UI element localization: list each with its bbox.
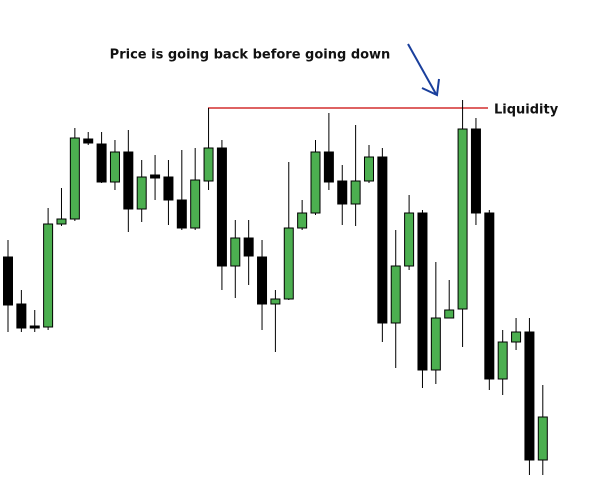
candle-body [230,237,241,267]
candle-body [484,212,495,380]
candle-body [190,179,201,229]
candle-body [323,151,334,183]
candle-body [390,265,401,324]
candle-body [150,174,161,179]
candle-body [203,147,214,182]
candle-body [96,143,107,183]
candle-body [109,151,120,183]
candle-body [257,256,268,305]
candle-body [56,218,67,225]
candle-body [163,176,174,201]
candle-body [297,212,308,229]
candle-body [337,180,348,205]
candle-body [524,331,535,461]
candle-body [350,180,361,205]
candle-body [216,147,227,267]
candle-body [43,223,54,328]
candle-body [29,325,40,329]
candle-body [283,227,294,300]
candle-body [457,128,468,310]
candle-body [537,416,548,461]
candle-body [404,212,415,267]
annotation: Price is going back before going down [110,48,391,63]
arrow [407,43,440,97]
candle-body [497,341,508,380]
candle-body [176,199,187,229]
candle-body [470,128,481,214]
candle-body [3,256,13,306]
candle-body [363,156,374,182]
candle-body [16,303,27,329]
candle-body [136,176,147,210]
candle-body [444,309,455,319]
candle-body [377,156,388,324]
candle-body [243,237,254,257]
candle-body [83,138,94,144]
candle-body [417,212,428,371]
candle-body [123,151,134,210]
level-label: Liquidity [494,103,559,118]
candle-body [310,151,321,214]
candle-body [69,137,80,220]
candle-body [511,331,522,343]
candle-body [270,298,281,305]
candle-body [430,317,441,371]
